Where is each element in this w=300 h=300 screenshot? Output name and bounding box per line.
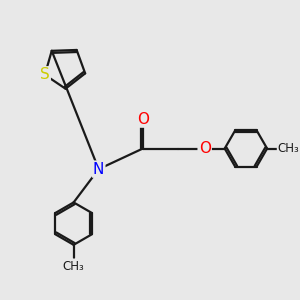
Text: O: O [137, 112, 149, 127]
Text: CH₃: CH₃ [278, 142, 299, 155]
Text: CH₃: CH₃ [63, 260, 85, 272]
Text: S: S [40, 67, 50, 82]
Text: O: O [199, 141, 211, 156]
Text: N: N [93, 162, 104, 177]
